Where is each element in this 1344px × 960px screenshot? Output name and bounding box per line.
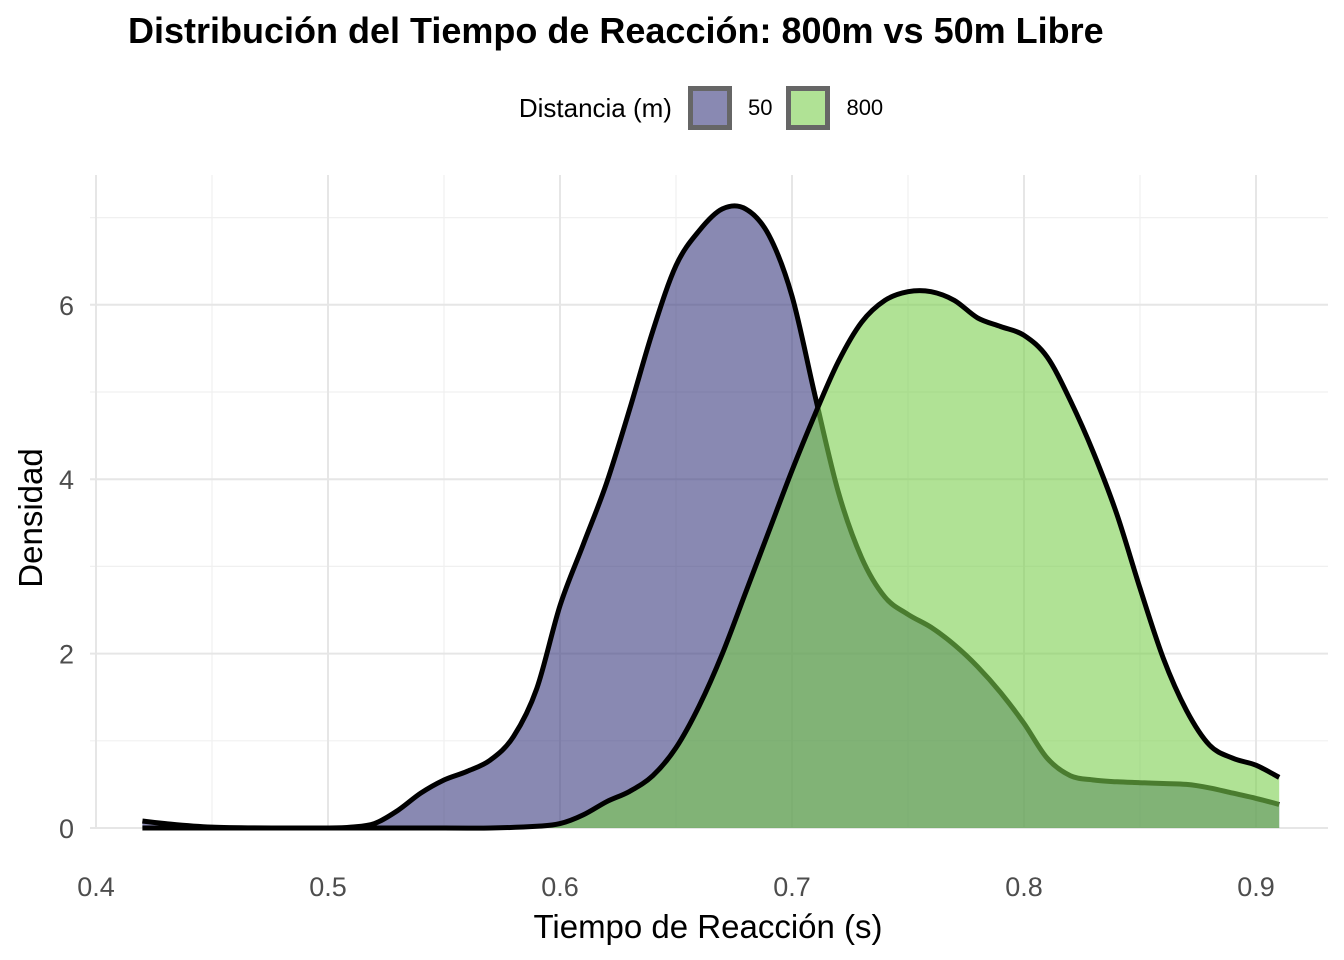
density-line-800 (142, 288, 1281, 831)
legend-swatch-800 (786, 86, 831, 130)
x-tick-label: 0.4 (77, 872, 115, 902)
x-axis-title: Tiempo de Reacción (s) (533, 908, 882, 945)
legend-label-50: 50 (747, 95, 773, 120)
y-axis-title: Densidad (12, 448, 49, 587)
legend: Distancia (m) 50 800 (0, 86, 1344, 130)
density-area-50 (142, 205, 1280, 829)
y-tick-label: 0 (59, 814, 74, 844)
x-tick-label: 0.9 (1237, 872, 1275, 902)
x-tick-label: 0.6 (541, 872, 579, 902)
legend-swatch-50 (687, 86, 732, 130)
x-tick-label: 0.5 (309, 872, 347, 902)
y-tick-label: 2 (59, 640, 74, 670)
legend-label-800: 800 (846, 95, 884, 120)
series-layer (142, 203, 1281, 831)
chart-title: Distribución del Tiempo de Reacción: 800… (128, 10, 1104, 51)
y-axis-ticks: 0 2 4 6 (59, 291, 74, 844)
legend-item-800: 800 (786, 86, 883, 130)
x-tick-label: 0.7 (773, 872, 811, 902)
y-tick-label: 6 (59, 291, 74, 321)
x-axis-ticks: 0.4 0.5 0.6 0.7 0.8 0.9 (77, 872, 1275, 902)
density-area-800 (142, 290, 1280, 829)
y-tick-label: 4 (59, 465, 74, 495)
legend-item-50: 50 (687, 86, 773, 130)
x-tick-label: 0.8 (1005, 872, 1043, 902)
series-800 (142, 288, 1281, 831)
legend-title: Distancia (m) (518, 92, 672, 123)
